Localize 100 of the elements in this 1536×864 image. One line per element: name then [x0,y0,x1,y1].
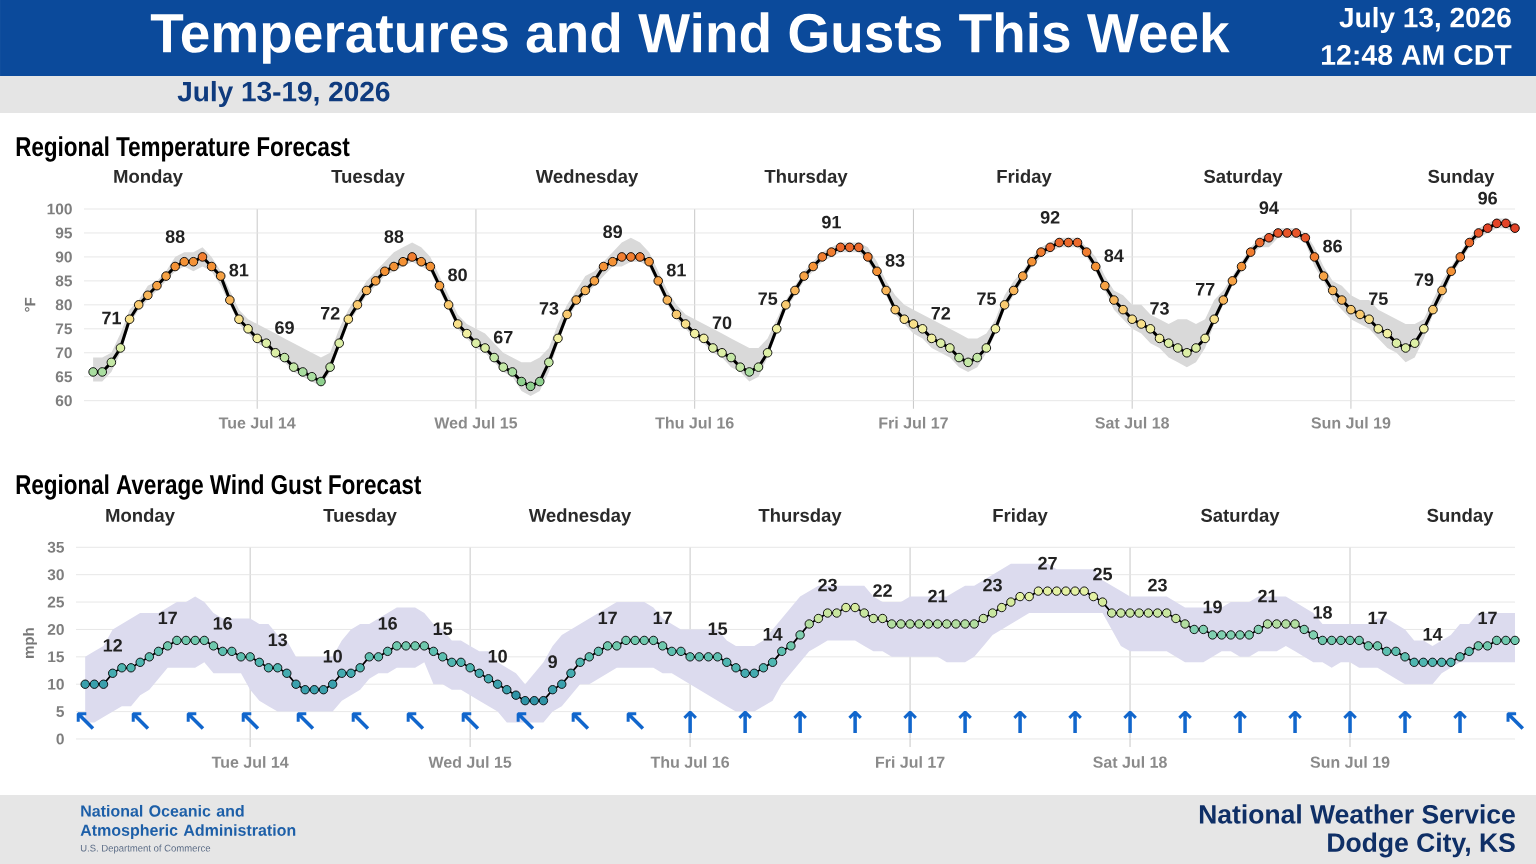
annotation: ↑ [1453,711,1467,733]
y-tick-label: 15 [48,651,65,663]
annotation: ↑ [738,711,752,733]
data-label: 17 [1368,611,1387,625]
data-label: 19 [1203,600,1222,614]
data-label: 16 [378,616,397,630]
y-tick-label: 65 [55,371,73,383]
data-label: 89 [603,225,622,239]
annotation: ↖ [241,712,260,730]
y-tick-label: 95 [55,227,73,239]
annotation: ↖ [1506,712,1525,730]
annotation: ↑ [903,711,917,733]
y-axis-title: °F [24,297,36,312]
data-label: 14 [763,628,783,641]
text: Wednesday [528,508,632,526]
data-label: 69 [275,321,294,334]
y-tick-label: 60 [55,395,72,407]
x-tick-label: Sat Jul 18 [1095,416,1170,429]
data-label: 75 [758,292,778,306]
data-label: 23 [818,578,837,592]
data-label: 17 [158,611,177,625]
y-tick-label: 80 [55,299,72,311]
annotation: ↑ [683,711,697,733]
data-label: 91 [822,215,841,229]
y-tick-label: 20 [47,623,64,635]
data-label: 17 [1478,611,1497,625]
text: Friday [993,508,1048,526]
annotation: ↑ [1068,711,1082,733]
annotation: ↑ [1288,711,1302,733]
x-tick-label: Thu Jul 16 [655,416,734,429]
text: Sunday [1428,169,1495,187]
data-label: 73 [539,302,559,315]
x-tick-label: Sat Jul 18 [1093,756,1167,768]
annotation: ↑ [848,711,862,733]
x-tick-label: Fri Jul 17 [879,416,948,429]
data-label: 12 [103,638,122,652]
y-tick-label: 10 [48,678,64,690]
data-label: 94 [1259,201,1279,215]
text: Wednesday [535,169,639,187]
data-label: 67 [493,330,513,344]
text: Thursday [758,508,842,526]
annotation: ↖ [186,712,205,730]
y-tick-label: 70 [55,347,72,359]
annotation: ↑ [1123,711,1137,733]
data-label: 88 [384,230,404,243]
annotation: ↖ [571,712,590,730]
x-tick-label: Tue Jul 14 [218,416,296,429]
annotation: ↖ [351,712,370,730]
x-tick-label: Tue Jul 14 [211,756,289,768]
data-label: 21 [1258,589,1278,603]
data-label: 79 [1414,273,1434,287]
chart-title: Regional Temperature Forecast [16,136,350,162]
data-label: 23 [1148,578,1167,592]
annotation: ↖ [516,712,535,730]
data-label: 96 [1478,191,1498,205]
chart-title: Regional Average Wind Gust Forecast [16,474,422,500]
annotation: ↑ [958,711,972,733]
annotation: ↖ [296,712,315,730]
y-tick-label: 30 [47,569,64,581]
annotation: ↖ [626,712,645,730]
annotation: ↑ [793,711,807,733]
text: U.S. Department of Commerce [80,844,211,854]
y-tick-label: 25 [47,596,65,608]
annotation: ↖ [461,712,480,730]
y-axis-title: mph [22,628,37,658]
data-label: 88 [165,230,185,243]
data-label: 75 [1369,292,1388,306]
y-tick-label: 100 [47,203,72,215]
data-label: 10 [323,649,342,663]
data-label: 13 [268,633,288,647]
annotation: ↑ [1343,711,1357,733]
annotation: ↖ [76,712,95,730]
data-label: 86 [1323,239,1342,253]
data-label: 21 [928,589,948,603]
text: Dodge City, KS [1328,832,1515,858]
data-label: 17 [653,611,672,625]
text: 12:48 AM CDT [1321,44,1512,66]
data-label: 23 [983,578,1002,592]
annotation: ↖ [131,712,150,730]
data-label: 84 [1104,249,1124,263]
data-label: 15 [433,622,453,636]
data-label: 77 [1195,283,1215,296]
data-label: 17 [598,611,617,625]
annotation: ↑ [1178,711,1192,733]
y-tick-label: 85 [55,275,73,287]
data-label: 25 [1093,567,1113,581]
text: National Oceanic and Atmospheric Administration [80,804,296,840]
text: Temperatures and Wind Gusts This Week [150,12,1230,64]
y-tick-label: 0 [56,733,64,745]
x-tick-label: Sun Jul 19 [1311,416,1391,429]
text: National Weather Service [1199,804,1515,824]
data-label: 71 [102,311,121,325]
text: July 13-19, 2026 [177,80,390,108]
data-label: 72 [320,306,340,320]
text: Saturday [1203,169,1283,187]
y-tick-label: 90 [55,251,72,263]
data-label: 15 [708,622,728,636]
data-label: 92 [1040,210,1060,224]
data-label: 81 [666,263,686,277]
data-label: 14 [1423,628,1443,641]
